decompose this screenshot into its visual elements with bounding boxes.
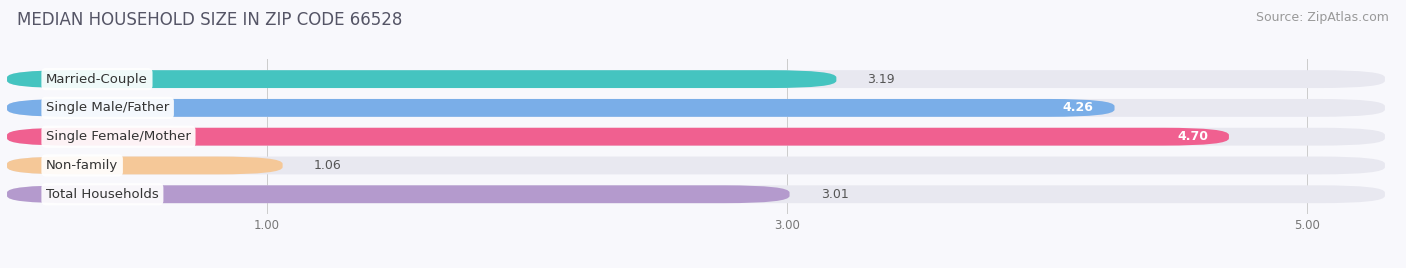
Text: 4.26: 4.26 (1063, 101, 1094, 114)
Text: Single Female/Mother: Single Female/Mother (46, 130, 191, 143)
Text: 1.06: 1.06 (314, 159, 342, 172)
FancyBboxPatch shape (7, 128, 1385, 146)
Text: 3.19: 3.19 (868, 73, 896, 85)
Text: 3.01: 3.01 (821, 188, 848, 201)
FancyBboxPatch shape (7, 157, 283, 174)
Text: MEDIAN HOUSEHOLD SIZE IN ZIP CODE 66528: MEDIAN HOUSEHOLD SIZE IN ZIP CODE 66528 (17, 11, 402, 29)
Text: Single Male/Father: Single Male/Father (46, 101, 169, 114)
FancyBboxPatch shape (7, 128, 1229, 146)
FancyBboxPatch shape (7, 70, 837, 88)
FancyBboxPatch shape (7, 70, 1385, 88)
FancyBboxPatch shape (7, 185, 1385, 203)
FancyBboxPatch shape (7, 99, 1115, 117)
Text: Married-Couple: Married-Couple (46, 73, 148, 85)
Text: 4.70: 4.70 (1177, 130, 1208, 143)
FancyBboxPatch shape (7, 185, 790, 203)
FancyBboxPatch shape (7, 157, 1385, 174)
FancyBboxPatch shape (7, 99, 1385, 117)
Text: Non-family: Non-family (46, 159, 118, 172)
Text: Source: ZipAtlas.com: Source: ZipAtlas.com (1256, 11, 1389, 24)
Text: Total Households: Total Households (46, 188, 159, 201)
